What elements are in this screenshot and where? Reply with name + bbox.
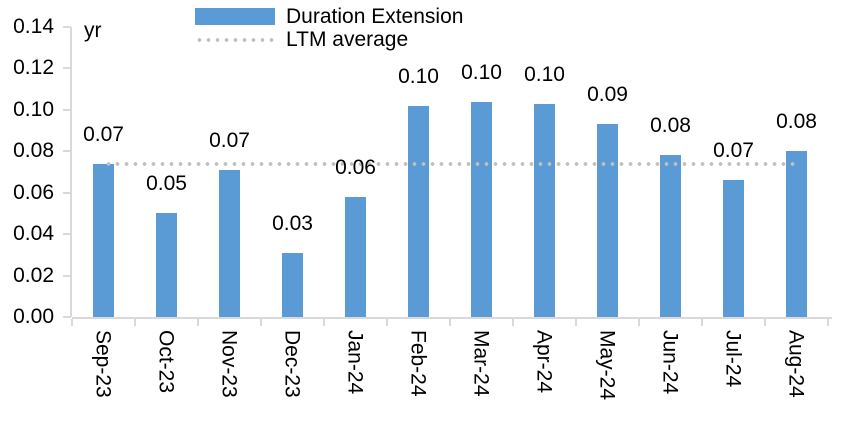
bar-mar-24 — [471, 101, 492, 317]
x-axis-label: Apr-24 — [532, 330, 556, 394]
y-axis-tick — [63, 316, 71, 318]
bar-value-label: 0.10 — [461, 60, 502, 84]
y-axis-tick-label: 0.06 — [13, 180, 54, 204]
bar-value-label: 0.07 — [209, 128, 250, 152]
x-axis-label: Jan-24 — [343, 330, 367, 395]
bar-oct-23 — [156, 213, 177, 317]
x-axis-label: Feb-24 — [406, 330, 430, 397]
y-axis-tick-label: 0.14 — [13, 15, 54, 38]
bar-may-24 — [597, 124, 618, 317]
y-axis-tick — [63, 150, 71, 153]
bar-nov-23 — [219, 169, 240, 317]
bar-value-label: 0.08 — [650, 114, 691, 138]
x-axis-label: Nov-23 — [217, 330, 241, 398]
x-axis-tick — [638, 319, 640, 326]
x-axis-tick — [575, 319, 577, 326]
bar-value-label: 0.07 — [713, 139, 754, 163]
y-axis-tick — [63, 274, 71, 277]
bar-feb-24 — [408, 105, 429, 317]
x-axis-tick — [71, 319, 73, 326]
bar-value-label: 0.10 — [398, 64, 439, 88]
y-axis-tick — [63, 67, 71, 70]
bar-value-label: 0.03 — [272, 211, 313, 235]
x-axis-line — [72, 317, 832, 319]
bar-jul-24 — [723, 180, 744, 317]
x-axis-tick — [386, 319, 388, 326]
bar-sep-23 — [93, 163, 114, 317]
x-axis-tick — [512, 319, 514, 326]
y-axis-tick — [63, 26, 71, 28]
bar-jun-24 — [660, 155, 681, 317]
legend-label-duration-extension: Duration Extension — [286, 5, 464, 28]
bar-value-label: 0.05 — [146, 172, 187, 196]
y-axis-tick-label: 0.08 — [13, 139, 54, 163]
x-axis-label: Jul-24 — [721, 330, 745, 388]
x-axis-tick — [197, 319, 199, 326]
y-axis-tick — [63, 233, 71, 236]
x-axis-tick — [449, 319, 451, 326]
bar-value-label: 0.08 — [776, 110, 817, 134]
ltm-average-line — [103, 161, 797, 166]
bar-value-label: 0.09 — [587, 83, 628, 107]
x-axis-tick — [827, 319, 829, 326]
x-axis-label: Mar-24 — [469, 330, 493, 397]
bar-apr-24 — [534, 103, 555, 317]
bar-swatch-icon — [195, 8, 275, 25]
x-axis-label: Aug-24 — [784, 330, 808, 398]
dotted-line-swatch-icon — [195, 37, 275, 42]
y-axis-tick — [63, 191, 71, 194]
bar-dec-23 — [282, 252, 303, 317]
legend-label-ltm-average: LTM average — [286, 28, 409, 51]
y-axis-tick-label: 0.04 — [13, 222, 54, 246]
x-axis-tick — [260, 319, 262, 326]
y-axis-tick-label: 0.12 — [13, 56, 54, 80]
legend-item-ltm-average: LTM average — [195, 28, 463, 51]
y-axis-tick-label: 0.00 — [13, 305, 54, 328]
x-axis-tick — [134, 319, 136, 326]
bar-value-label: 0.06 — [335, 155, 376, 179]
bar-value-label: 0.07 — [83, 122, 124, 146]
y-axis-tick — [63, 108, 71, 111]
bar-value-label: 0.10 — [524, 62, 565, 86]
bar-aug-24 — [786, 151, 807, 317]
x-axis-label: Jun-24 — [658, 330, 682, 395]
y-axis-line — [70, 27, 72, 317]
x-axis-tick — [764, 319, 766, 326]
x-axis-tick — [323, 319, 325, 326]
legend: Duration Extension LTM average — [195, 5, 463, 51]
x-axis-label: Dec-23 — [280, 330, 304, 398]
y-axis-tick-label: 0.02 — [13, 263, 54, 287]
x-axis-label: May-24 — [595, 330, 619, 401]
y-axis-unit-label: yr — [84, 19, 102, 42]
legend-item-duration-extension: Duration Extension — [195, 5, 463, 28]
x-axis-label: Sep-23 — [91, 330, 115, 398]
bar-jan-24 — [345, 196, 366, 317]
x-axis-label: Oct-23 — [154, 330, 178, 394]
x-axis-tick — [701, 319, 703, 326]
y-axis-tick-label: 0.10 — [13, 97, 54, 121]
